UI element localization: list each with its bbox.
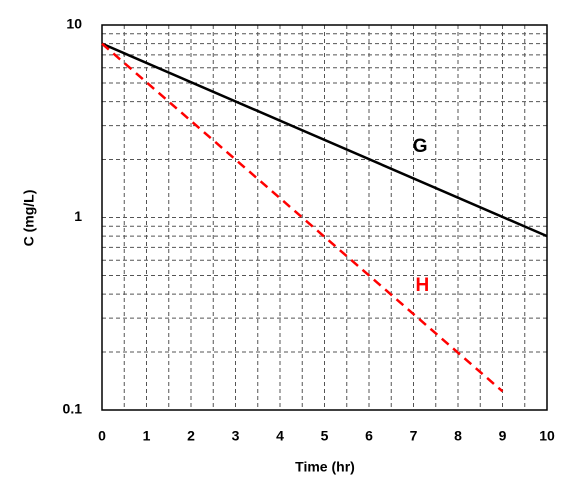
x-tick-label: 5 [321,428,329,444]
x-tick-label: 8 [454,428,462,444]
x-tick-label: 4 [276,428,284,444]
y-axis-label: C (mg/L) [21,190,37,247]
x-tick-label: 2 [187,428,195,444]
y-tick-label: 1 [74,208,82,224]
x-tick-label: 1 [143,428,151,444]
x-tick-label: 10 [539,428,555,444]
data-line [101,42,548,238]
x-tick-label: 3 [232,428,240,444]
annotation: G [413,136,428,157]
x-tick-label: 7 [410,428,418,444]
y-tick-label: 0.1 [63,401,83,417]
x-axis-label: Time (hr) [295,459,355,475]
x-tick-label: 0 [98,428,106,444]
annotation: H [416,275,430,296]
plot-border [101,24,548,411]
data-line [101,42,504,393]
y-tick-label: 10 [66,16,82,32]
x-tick-label: 6 [365,428,373,444]
x-tick-label: 9 [499,428,507,444]
